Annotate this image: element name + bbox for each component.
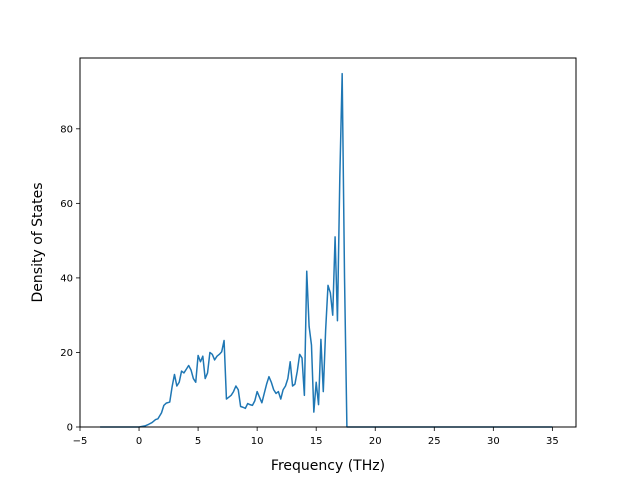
x-axis-label: Frequency (THz) — [271, 458, 385, 474]
y-tick-label: 40 — [60, 273, 73, 284]
y-tick-label: 20 — [60, 348, 73, 359]
x-tick-label: 15 — [310, 436, 323, 447]
x-tick-label: 30 — [487, 436, 500, 447]
y-tick-label: 0 — [67, 423, 73, 434]
y-tick-label: 80 — [60, 124, 73, 135]
y-tick-label: 60 — [60, 199, 73, 210]
x-tick-label: 20 — [369, 436, 382, 447]
x-tick-label: 25 — [428, 436, 441, 447]
x-tick-label: 10 — [251, 436, 264, 447]
x-tick-label: 0 — [136, 436, 142, 447]
x-tick-label: 35 — [546, 436, 559, 447]
dos-series-line — [100, 72, 553, 428]
plot-area — [100, 72, 553, 428]
x-tick-label: −5 — [73, 436, 88, 447]
x-tick-label: 5 — [195, 436, 201, 447]
y-axis-label: Density of States — [30, 183, 46, 303]
axes-frame — [79, 57, 577, 428]
